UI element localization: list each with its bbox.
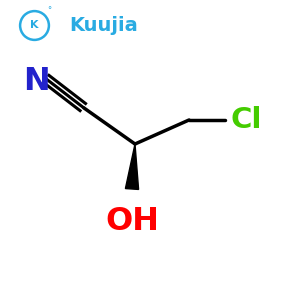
Text: OH: OH xyxy=(105,206,159,238)
Text: N: N xyxy=(22,65,50,97)
Text: Kuujia: Kuujia xyxy=(69,16,138,35)
Text: Cl: Cl xyxy=(230,106,262,134)
Polygon shape xyxy=(125,144,139,189)
Text: °: ° xyxy=(47,6,52,15)
Text: K: K xyxy=(30,20,39,31)
